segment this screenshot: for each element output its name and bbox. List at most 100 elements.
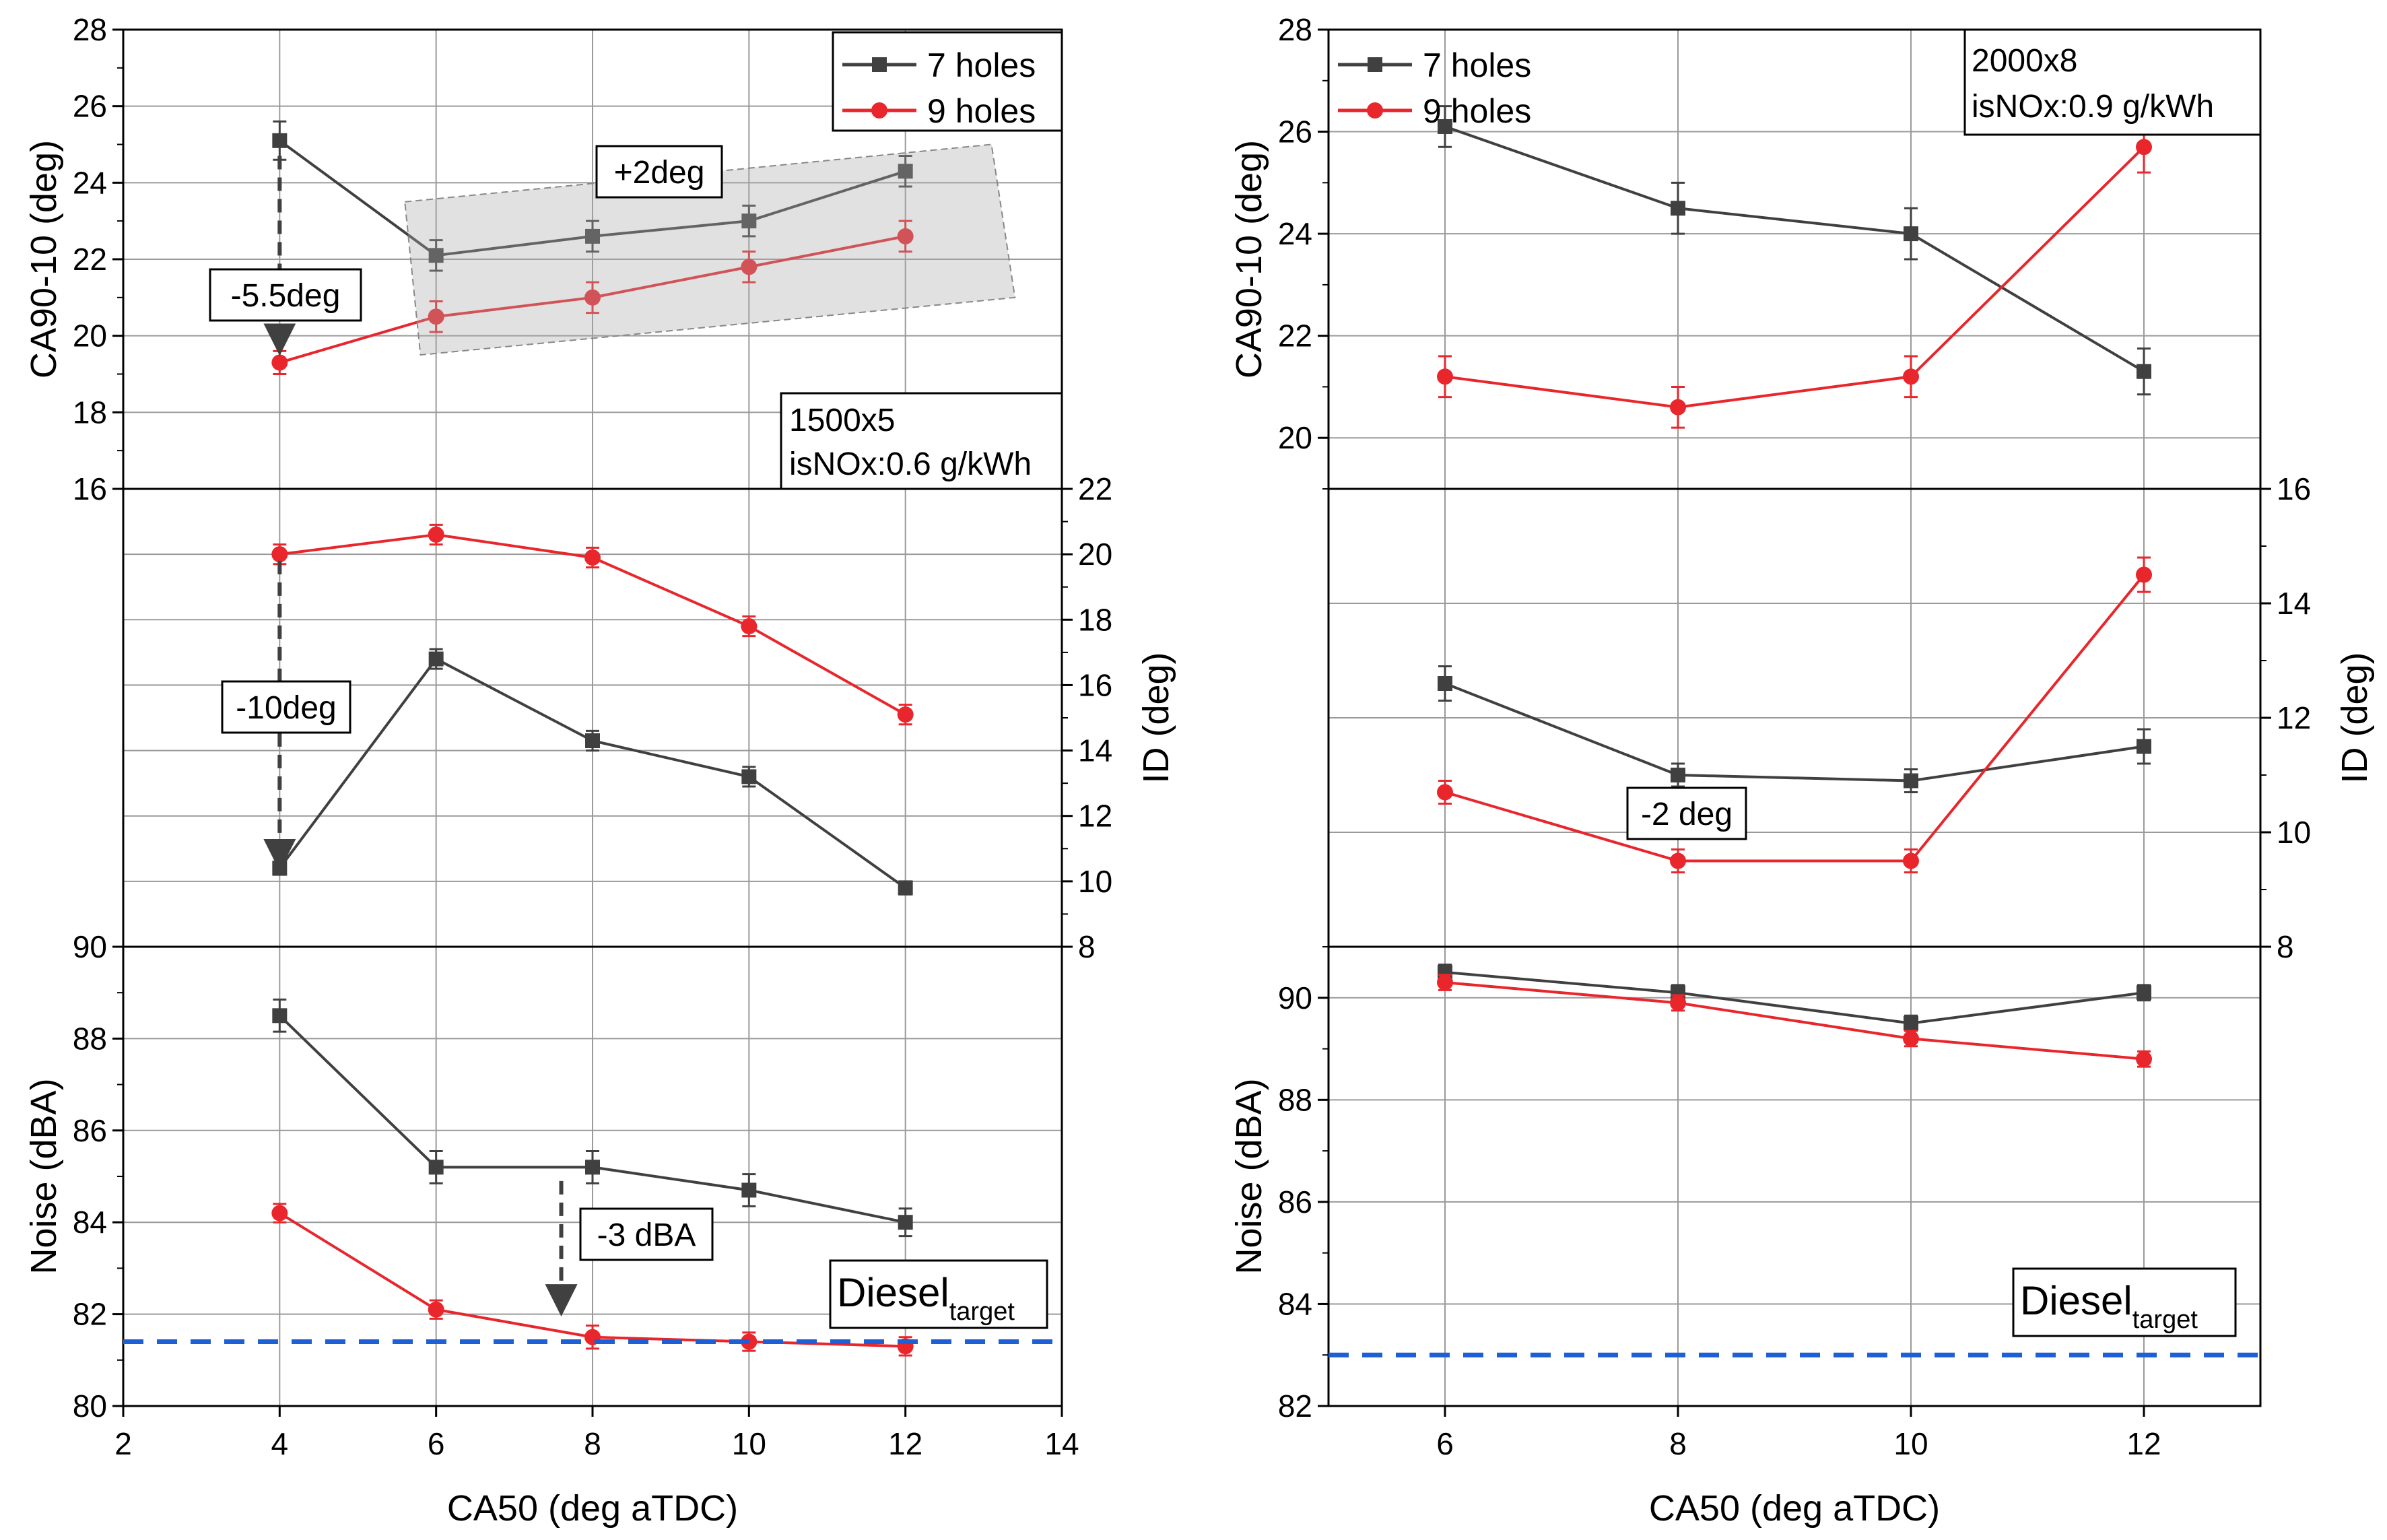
y-axis-title: ID (deg) [1136,652,1176,783]
series-line [1444,145,2145,409]
subplot-left-mid: 8 10 12 14 16 18 20 22 ID (deg) [122,471,1176,964]
data-point-circle [2136,1050,2152,1067]
y-tick-label: 82 [1278,1388,1312,1424]
subplot-right-bottom: 82 84 86 88 90 Noise (dBA) [1229,945,2262,1424]
condition-box-left: 1500x5 isNOx:0.6 g/kWh [780,392,1063,490]
y-tick-label: 86 [1278,1184,1312,1219]
y-tick-label: 14 [1078,733,1112,768]
diesel-label-main: Diesel [2020,1278,2132,1323]
y-tick-label: 84 [1278,1286,1312,1321]
series-line [1444,981,2145,1061]
y-tick-label: 88 [1278,1082,1312,1117]
series-line [1444,682,2145,782]
legend-label: 7 holes [927,46,1036,84]
data-point-square [585,1160,600,1175]
diesel-label-main: Diesel [837,1270,949,1315]
plot-frame [1327,945,2262,1407]
data-point-circle [584,289,601,306]
data-point-square [1904,226,1918,242]
data-point-circle [428,1301,444,1318]
data-point-circle [1903,1030,1919,1047]
y-tick-label: 20 [73,319,107,354]
data-point-square [741,769,757,784]
y-tick-label: 20 [1278,420,1312,455]
y-tick-label: 26 [73,89,107,124]
data-point-square [428,1160,444,1175]
y-axis-title: Noise (dBA) [24,1078,64,1274]
data-point-circle [741,618,758,634]
legend-frame [832,31,1063,132]
legend-swatch-circle [871,102,887,119]
y-tick-label: 8 [1078,929,1096,964]
y-axis-title: Noise (dBA) [1229,1078,1269,1274]
legend-label: 7 holes [1423,46,1531,84]
shaded-region [404,143,1016,356]
data-point-circle [1903,368,1919,385]
y-tick-label: 18 [73,395,107,430]
annotation-noise-drop-frame [579,1207,714,1261]
y-tick-label: 14 [2277,586,2311,621]
y-axis-title: CA90-10 (deg) [24,140,64,378]
data-point-circle [897,228,914,244]
y-tick-label: 8 [2277,929,2294,964]
condition-nox: isNOx:0.6 g/kWh [789,446,1032,482]
data-point-square [741,1182,757,1198]
x-tick-label: 8 [584,1426,601,1461]
annotation-ca9010-drop: -5.5deg [209,268,362,322]
y-tick-label: 80 [73,1388,107,1424]
data-point-circle [1670,399,1686,415]
y-tick-label: 20 [1078,537,1112,572]
condition-speed-load: 2000x8 [1972,43,2077,79]
annotation-ca9010-drop-frame [209,268,362,322]
y-tick-label: 24 [1278,216,1312,251]
y-axis-title: CA90-10 (deg) [1229,140,1269,378]
data-point-circle [428,527,444,543]
data-point-square [1438,676,1452,691]
data-point-square [2137,739,2151,754]
diesel-label-sub: target [2132,1306,2198,1334]
diesel-label-frame [829,1259,1048,1329]
data-point-square [1671,201,1685,216]
y-tick-label: 16 [2277,471,2311,506]
data-point-square [585,733,600,748]
diesel-label-frame [2012,1267,2237,1337]
data-point-circle [271,546,288,563]
data-point-circle [1437,368,1453,385]
y-tick-label: 90 [73,929,107,964]
y-tick-label: 88 [73,1021,107,1056]
annotation-shaded-region-text: +2deg [614,155,705,191]
y-tick-label: 12 [2277,700,2311,735]
y-tick-label: 22 [73,242,107,277]
x-tick-label: 10 [1893,1426,1928,1461]
y-tick-label: 28 [1278,12,1312,47]
data-point-circle [584,549,601,566]
condition-box-right: 2000x8 isNOx:0.9 g/kWh [1963,28,2262,136]
x-tick-label: 14 [1044,1426,1079,1461]
diesel-label-text: Dieseltarget [837,1270,1015,1326]
y-tick-label: 18 [1078,602,1112,637]
data-point-circle [271,1205,288,1221]
data-point-circle [271,354,288,371]
data-point-square [898,1215,913,1230]
y-tick-label: 86 [73,1113,107,1148]
x-tick-label: 10 [732,1426,766,1461]
data-point-circle [897,706,914,723]
data-point-circle [1903,852,1919,869]
data-point-square [1904,1015,1918,1031]
legend-swatch-circle [1367,102,1383,119]
y-tick-label: 28 [73,12,107,47]
data-point-square [272,1008,288,1024]
legend-label: 9 holes [927,92,1036,130]
data-point-square [1904,773,1918,789]
data-point-square [272,133,288,148]
y-tick-label: 22 [1078,471,1112,506]
x-axis-title: CA50 (deg aTDC) [447,1488,738,1529]
annotation-id-right-frame [1626,786,1747,840]
annotation-id-drop-frame [221,680,351,734]
data-point-square [428,248,444,263]
data-point-square [1438,119,1452,134]
diesel-target-label-right: Dieseltarget [2012,1267,2237,1337]
subplot-left-bottom: 80 82 84 86 88 90 Noise (dBA) [24,929,1063,1424]
y-tick-label: 82 [73,1297,107,1332]
